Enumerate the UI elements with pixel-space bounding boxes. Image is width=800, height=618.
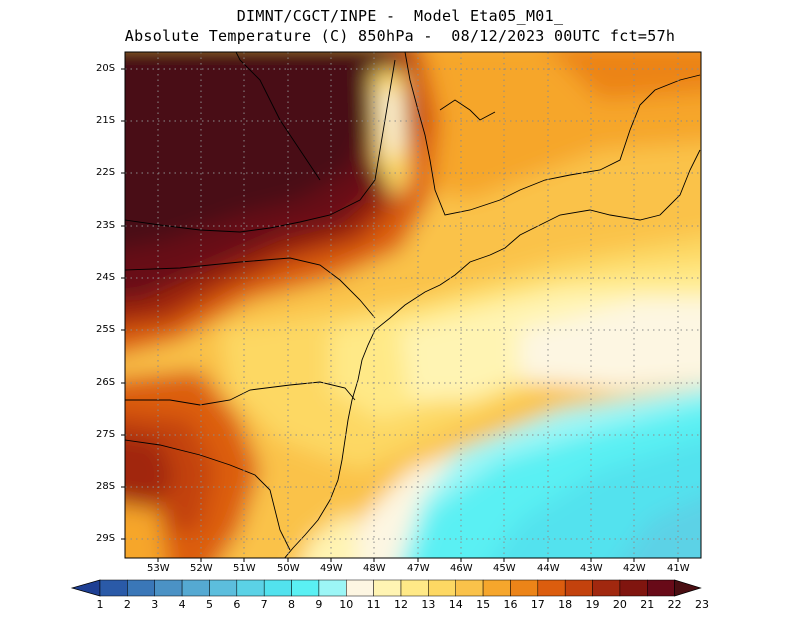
colorbar-segment bbox=[263, 579, 292, 597]
lon-label: 45W bbox=[493, 563, 516, 574]
colorbar-segment bbox=[318, 579, 347, 597]
colorbar-label: 14 bbox=[448, 598, 463, 611]
lat-label: 21S bbox=[96, 115, 116, 126]
axis-ticks bbox=[121, 68, 679, 562]
graticule bbox=[125, 52, 701, 558]
lon-label: 48W bbox=[363, 563, 386, 574]
colorbar-segment bbox=[346, 579, 374, 597]
colorbar-label: 7 bbox=[260, 598, 268, 611]
colorbar-segment bbox=[236, 579, 265, 597]
colorbar-segment bbox=[400, 579, 429, 597]
colorbar-label: 6 bbox=[233, 598, 241, 611]
colorbar-label: 16 bbox=[503, 598, 518, 611]
lon-label: 43W bbox=[580, 563, 603, 574]
colorbar-segment bbox=[373, 579, 402, 597]
lon-label: 44W bbox=[537, 563, 560, 574]
colorbar-segment bbox=[482, 579, 511, 597]
lon-label: 42W bbox=[623, 563, 646, 574]
colorbar-label: 21 bbox=[640, 598, 655, 611]
colorbar-arrow-low bbox=[70, 579, 101, 597]
colorbar-label: 15 bbox=[476, 598, 491, 611]
colorbar-segment bbox=[209, 579, 238, 597]
lon-label: 46W bbox=[450, 563, 473, 574]
colorbar-segment bbox=[127, 579, 155, 597]
lon-label: 52W bbox=[190, 563, 213, 574]
title-line-2: Absolute Temperature (C) 850hPa - 08/12/… bbox=[124, 27, 676, 45]
lat-label: 26S bbox=[96, 377, 116, 388]
lon-label: 49W bbox=[320, 563, 343, 574]
colorbar-label: 4 bbox=[178, 598, 186, 611]
colorbar-label: 5 bbox=[205, 598, 213, 611]
lat-label: 22S bbox=[96, 167, 116, 178]
colorbar-label: 17 bbox=[530, 598, 545, 611]
colorbar-segment bbox=[154, 579, 183, 597]
lat-label: 23S bbox=[96, 220, 116, 231]
colorbar-arrow-high bbox=[674, 579, 702, 597]
lat-label: 24S bbox=[96, 272, 116, 283]
colorbar-label: 12 bbox=[394, 598, 408, 611]
lon-label: 47W bbox=[407, 563, 430, 574]
lat-label: 28S bbox=[96, 481, 116, 492]
colorbar-segment bbox=[564, 579, 593, 597]
lat-label: 25S bbox=[96, 324, 116, 335]
colorbar-segment bbox=[291, 579, 320, 597]
colorbar-segment bbox=[592, 579, 621, 597]
colorbar-label: 13 bbox=[421, 598, 436, 611]
lat-label: 20S bbox=[96, 63, 116, 74]
title-line-1: DIMNT/CGCT/INPE - Model Eta05_M01_ bbox=[236, 7, 564, 25]
lon-label: 51W bbox=[233, 563, 256, 574]
colorbar-segment bbox=[647, 579, 675, 597]
colorbar-segment bbox=[537, 579, 566, 597]
map-frame bbox=[124, 51, 702, 559]
coastline-borders bbox=[125, 52, 701, 558]
colorbar-segment bbox=[510, 579, 539, 597]
colorbar-label: 11 bbox=[366, 598, 381, 611]
colorbar-segment bbox=[99, 579, 128, 597]
lon-label: 41W bbox=[667, 563, 690, 574]
lon-label: 50W bbox=[277, 563, 300, 574]
colorbar-label: 23 bbox=[695, 598, 709, 611]
colorbar-label: 22 bbox=[667, 598, 682, 611]
colorbar-label: 3 bbox=[151, 598, 159, 611]
lon-label: 53W bbox=[147, 563, 170, 574]
colorbar-segment bbox=[181, 579, 210, 597]
colorbar-label: 20 bbox=[612, 598, 627, 611]
colorbar-label: 19 bbox=[585, 598, 600, 611]
colorbar-label: 8 bbox=[288, 598, 296, 611]
colorbar-label: 10 bbox=[339, 598, 354, 611]
temperature-field bbox=[125, 52, 701, 558]
lat-label: 29S bbox=[96, 533, 116, 544]
lat-label: 27S bbox=[96, 429, 116, 440]
colorbar-segment bbox=[455, 579, 484, 597]
colorbar-segment bbox=[619, 579, 648, 597]
colorbar-label: 9 bbox=[315, 598, 323, 611]
colorbar-label: 18 bbox=[558, 598, 573, 611]
colorbar-segment bbox=[428, 579, 456, 597]
colorbar-label: 1 bbox=[96, 598, 104, 611]
colorbar-label: 2 bbox=[123, 598, 131, 611]
